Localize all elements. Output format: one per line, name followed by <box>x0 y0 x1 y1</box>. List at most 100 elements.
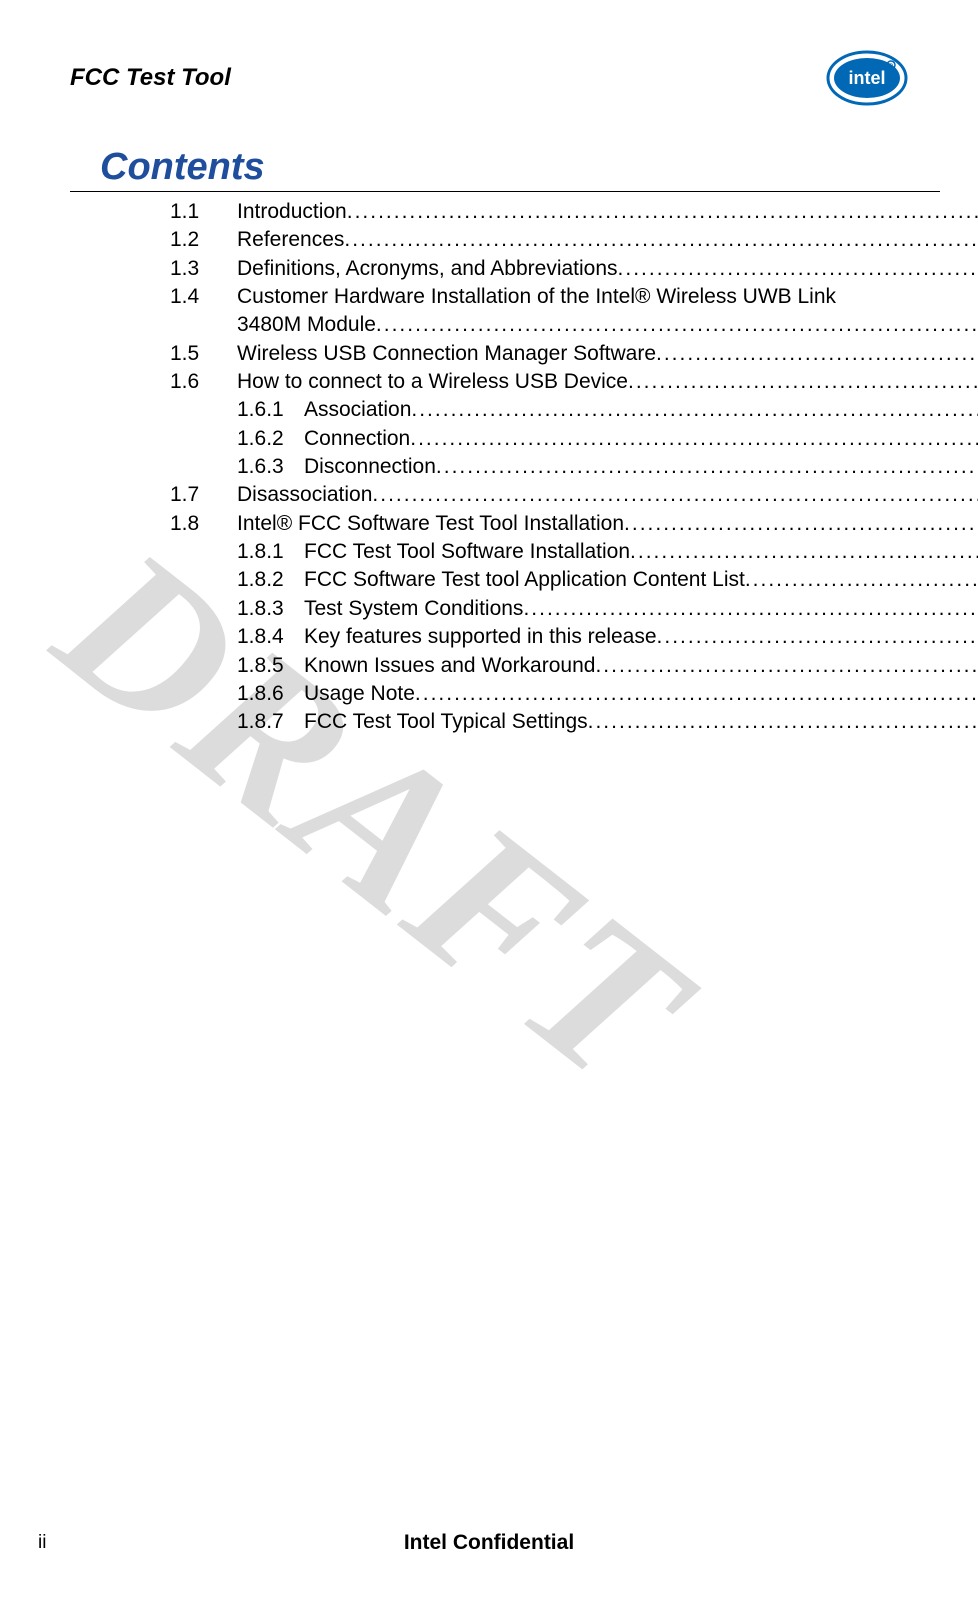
toc-entry-title: Intel® FCC Software Test Tool Installati… <box>237 510 624 538</box>
toc-leader-dots <box>624 510 978 538</box>
toc-leader-dots <box>372 481 978 509</box>
toc-leader-dots <box>436 453 978 481</box>
doc-title: FCC Test Tool <box>70 64 231 92</box>
toc-subentry: 1.8.5Known Issues and Workaround 6 <box>237 652 900 680</box>
intel-logo-text: intel <box>848 68 885 88</box>
toc-entry-text: How to connect to a Wireless USB Device … <box>237 368 978 396</box>
toc-subentry-text: Connection 3 <box>304 425 978 453</box>
toc-subentry-text: Association 3 <box>304 396 978 424</box>
toc-subentry-number: 1.8.4 <box>237 623 304 651</box>
toc-entry-number: 1.8 <box>170 510 237 538</box>
contents-heading: Contents <box>40 146 908 189</box>
toc-subentry-number: 1.8.7 <box>237 708 304 736</box>
toc-entry-text: Definitions, Acronyms, and Abbreviations… <box>237 255 978 283</box>
toc-entry-text: References 1 <box>237 226 978 254</box>
toc-subentry-text: Test System Conditions 5 <box>304 595 978 623</box>
toc-subentry: 1.6.2Connection 3 <box>237 425 900 453</box>
toc-subentry-title: Key features supported in this release <box>304 623 657 651</box>
toc-entry: 1.1Introduction 1 <box>170 198 900 226</box>
toc-leader-dots <box>657 623 978 651</box>
content-layer: FCC Test Tool intel R Contents 1.1Introd… <box>70 50 908 737</box>
page-header: FCC Test Tool intel R <box>70 50 908 106</box>
svg-text:R: R <box>889 64 894 70</box>
table-of-contents: 1.1Introduction 11.2References 11.3Defin… <box>170 198 900 737</box>
page-footer: ii Intel Confidential <box>0 1531 978 1555</box>
toc-entry-number: 1.6 <box>170 368 237 396</box>
document-page: DRAFT FCC Test Tool intel R Contents 1.1… <box>0 0 978 1597</box>
toc-entry-text: Disassociation 4 <box>237 481 978 509</box>
toc-subentry-number: 1.6.2 <box>237 425 304 453</box>
toc-leader-dots <box>347 198 978 226</box>
toc-leader-dots <box>630 538 978 566</box>
toc-entry-title-line2: 3480M Module <box>237 311 376 339</box>
footer-page-number: ii <box>38 1532 46 1554</box>
toc-subentry-title: Disconnection <box>304 453 436 481</box>
footer-confidential: Intel Confidential <box>404 1531 574 1555</box>
toc-subentry: 1.6.1Association 3 <box>237 396 900 424</box>
toc-entry-title: Disassociation <box>237 481 372 509</box>
toc-entry-title: Wireless USB Connection Manager Software <box>237 340 656 368</box>
toc-subentry-text: FCC Test Tool Typical Settings 6 <box>304 708 978 736</box>
toc-entry-number: 1.1 <box>170 198 237 226</box>
toc-entry-text: Wireless USB Connection Manager Software… <box>237 340 978 368</box>
toc-subentry: 1.8.4Key features supported in this rele… <box>237 623 900 651</box>
toc-leader-dots <box>595 652 978 680</box>
toc-subentry-title: Association <box>304 396 411 424</box>
toc-subentry-title: Connection <box>304 425 410 453</box>
toc-subentry: 1.6.3Disconnection 3 <box>237 453 900 481</box>
toc-subentry-title: Usage Note <box>304 680 415 708</box>
toc-subentry-title: Known Issues and Workaround <box>304 652 595 680</box>
toc-entry-title: Definitions, Acronyms, and Abbreviations <box>237 255 618 283</box>
toc-entry: 1.6How to connect to a Wireless USB Devi… <box>170 368 900 396</box>
toc-subentry-text: FCC Test Tool Software Installation 4 <box>304 538 978 566</box>
toc-entry: 1.8Intel® FCC Software Test Tool Install… <box>170 510 900 538</box>
toc-leader-dots <box>656 340 978 368</box>
toc-leader-dots <box>415 680 978 708</box>
toc-subentry: 1.8.6Usage Note 6 <box>237 680 900 708</box>
toc-entry-number: 1.5 <box>170 340 237 368</box>
toc-entry-number: 1.4 <box>170 283 237 311</box>
toc-entry-number: 1.2 <box>170 226 237 254</box>
toc-entry-number: 1.7 <box>170 481 237 509</box>
toc-leader-dots <box>344 226 978 254</box>
heading-underline <box>70 191 940 192</box>
toc-leader-dots <box>745 566 978 594</box>
toc-entry: 1.4Customer Hardware Installation of the… <box>170 283 900 340</box>
toc-subentry-text: Usage Note 6 <box>304 680 978 708</box>
toc-leader-dots <box>618 255 978 283</box>
toc-leader-dots <box>411 396 978 424</box>
toc-subentry: 1.8.7FCC Test Tool Typical Settings 6 <box>237 708 900 736</box>
toc-entry: 1.5Wireless USB Connection Manager Softw… <box>170 340 900 368</box>
toc-subentry-text: Key features supported in this release 6 <box>304 623 978 651</box>
toc-entry: 1.3Definitions, Acronyms, and Abbreviati… <box>170 255 900 283</box>
toc-subentry: 1.8.1FCC Test Tool Software Installation… <box>237 538 900 566</box>
toc-subentry-number: 1.8.1 <box>237 538 304 566</box>
toc-subentry-number: 1.6.1 <box>237 396 304 424</box>
toc-subentry-number: 1.8.5 <box>237 652 304 680</box>
toc-entry-title: How to connect to a Wireless USB Device <box>237 368 628 396</box>
toc-leader-dots <box>376 311 978 339</box>
toc-entry-title-line1: Customer Hardware Installation of the In… <box>237 283 978 311</box>
toc-entry-text: Customer Hardware Installation of the In… <box>237 283 978 340</box>
toc-entry: 1.7Disassociation 4 <box>170 481 900 509</box>
toc-subentry-title: Test System Conditions <box>304 595 523 623</box>
intel-logo: intel R <box>826 50 908 106</box>
toc-leader-dots <box>588 708 978 736</box>
toc-subentry-number: 1.8.3 <box>237 595 304 623</box>
toc-leader-dots <box>410 425 978 453</box>
toc-subentry: 1.8.2FCC Software Test tool Application … <box>237 566 900 594</box>
contents-section: Contents 1.1Introduction 11.2References … <box>40 146 908 737</box>
toc-subentry-text: Disconnection 3 <box>304 453 978 481</box>
toc-entry-title: References <box>237 226 344 254</box>
toc-entry-text: Intel® FCC Software Test Tool Installati… <box>237 510 978 538</box>
toc-subentry-number: 1.8.2 <box>237 566 304 594</box>
toc-leader-dots <box>523 595 978 623</box>
toc-entry-text: Introduction 1 <box>237 198 978 226</box>
toc-subentry-text: FCC Software Test tool Application Conte… <box>304 566 978 594</box>
toc-subentry-title: FCC Software Test tool Application Conte… <box>304 566 745 594</box>
toc-entry-title: Introduction <box>237 198 347 226</box>
toc-subentry: 1.8.3Test System Conditions 5 <box>237 595 900 623</box>
toc-subentry-number: 1.8.6 <box>237 680 304 708</box>
toc-subentry-text: Known Issues and Workaround 6 <box>304 652 978 680</box>
toc-subentry-title: FCC Test Tool Typical Settings <box>304 708 588 736</box>
